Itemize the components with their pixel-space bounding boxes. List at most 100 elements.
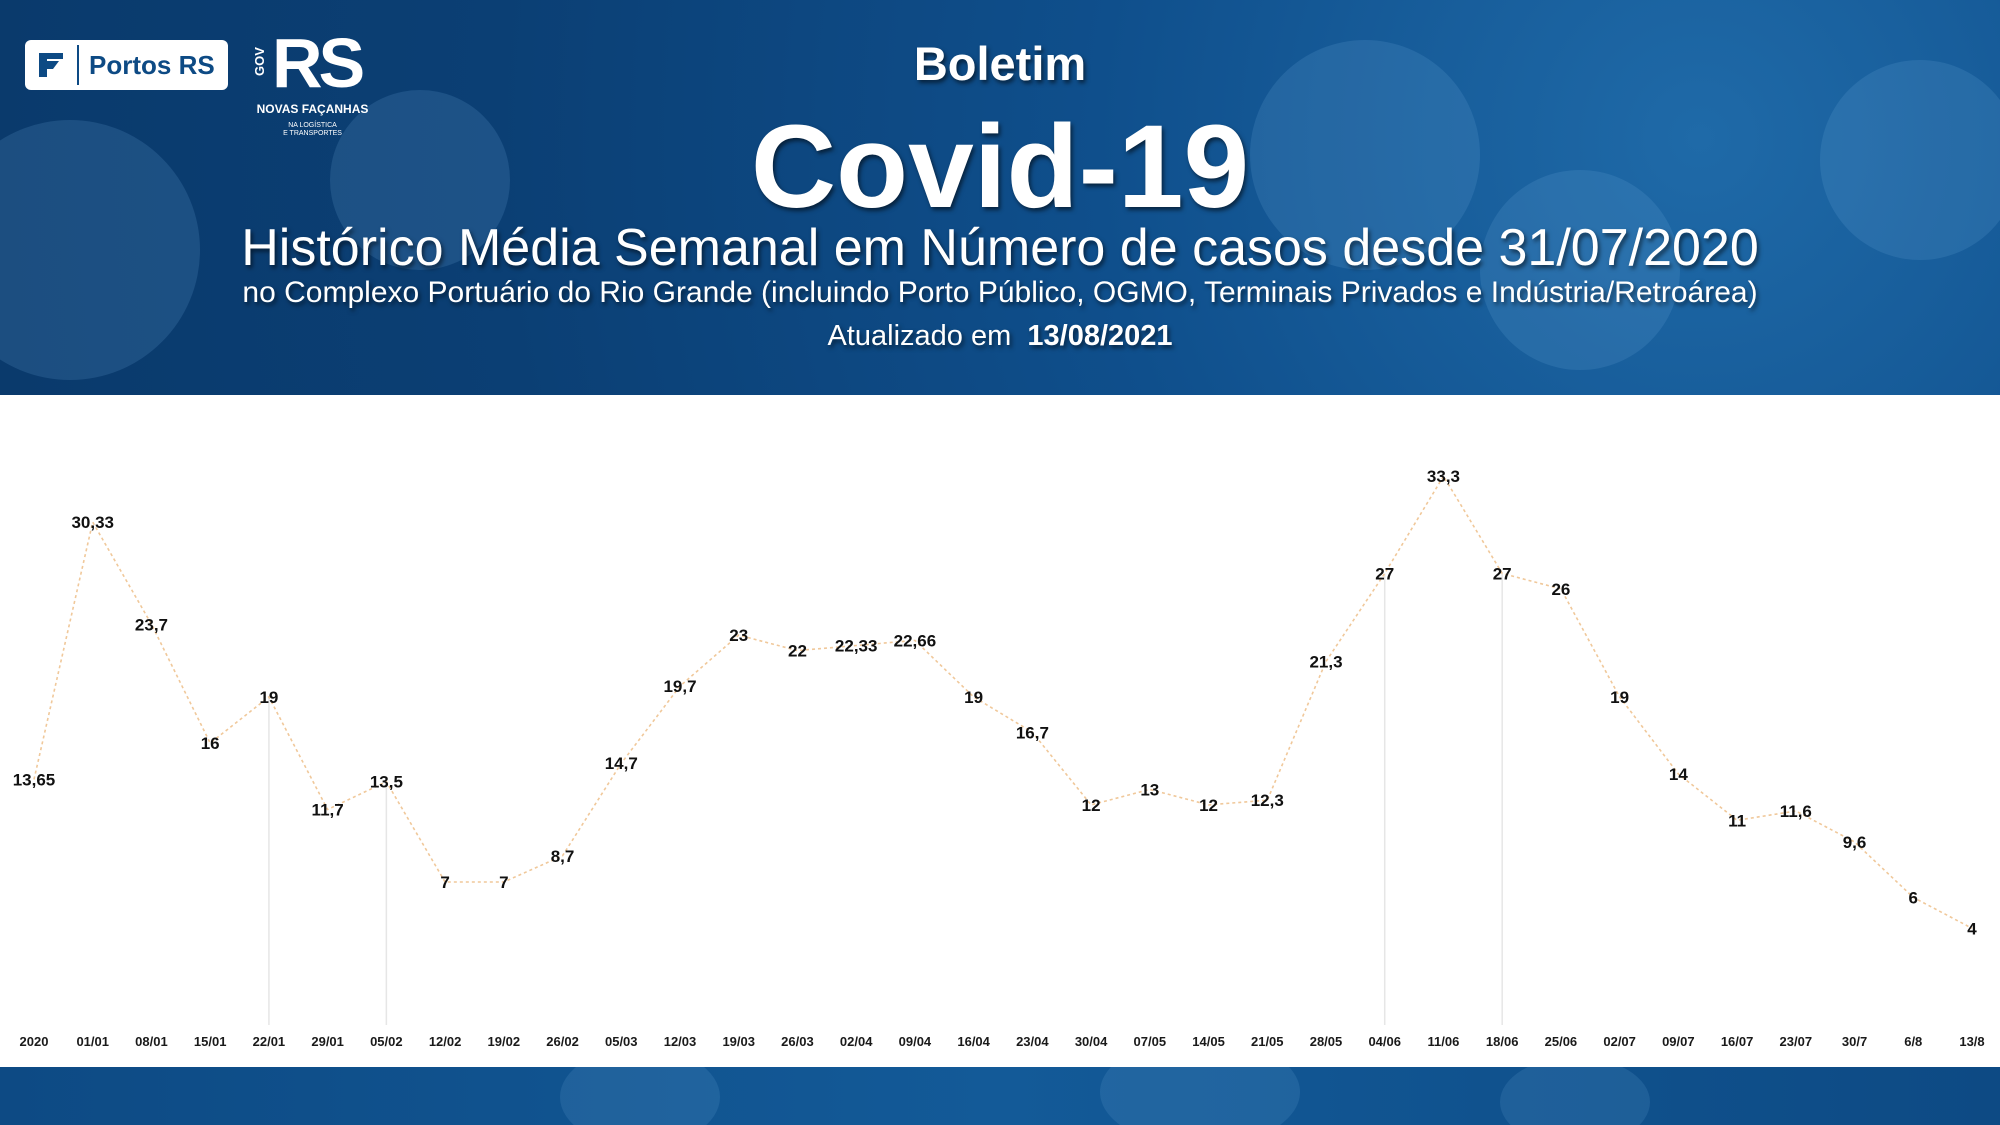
- data-label: 33,3: [1427, 467, 1460, 486]
- data-labels: 13,65 30,33 23,7 16 19 11,7 13,5 7 7 8,7 14,7 19,7 2…: [13, 467, 1978, 938]
- gov-rs-slogan-line2: E TRANSPORTES: [283, 130, 342, 137]
- x-tick-label: 19/02: [488, 1034, 521, 1049]
- x-tick-label: 26/03: [781, 1034, 814, 1049]
- data-label: 7: [499, 873, 508, 892]
- data-label: 22,66: [894, 631, 937, 650]
- x-tick-label: 07/05: [1134, 1034, 1167, 1049]
- x-tick-label: 16/07: [1721, 1034, 1754, 1049]
- x-tick-label: 08/01: [135, 1034, 168, 1049]
- data-label: 16: [201, 734, 220, 753]
- virus-background-shape: [560, 1067, 720, 1125]
- logo-separator: [77, 45, 79, 85]
- series-line: [33, 474, 1973, 930]
- x-tick-label: 12/02: [429, 1034, 462, 1049]
- x-tick-label: 6/8: [1904, 1034, 1922, 1049]
- virus-background-shape: [0, 120, 200, 380]
- x-tick-label: 09/04: [899, 1034, 932, 1049]
- x-tick-label: 19/03: [722, 1034, 755, 1049]
- x-tick-label: 22/01: [253, 1034, 286, 1049]
- data-label: 12: [1199, 796, 1218, 815]
- virus-background-shape: [330, 90, 510, 270]
- virus-background-shape: [1480, 170, 1680, 370]
- portos-rs-logo-text: Portos RS: [89, 49, 215, 80]
- x-tick-label: 05/03: [605, 1034, 638, 1049]
- data-label: 6: [1909, 888, 1918, 907]
- data-label: 14,7: [605, 754, 638, 773]
- x-tick-label: 13/8: [1959, 1034, 1984, 1049]
- data-label: 19: [259, 688, 278, 707]
- x-tick-label: 04/06: [1368, 1034, 1401, 1049]
- updated-label: Atualizado em: [827, 320, 1012, 352]
- line-chart: 13,65 30,33 23,7 16 19 11,7 13,5 7 7 8,7 14,7 19,7 2…: [13, 467, 1985, 1049]
- data-label: 22: [788, 642, 807, 661]
- gov-rs-slogan-small: NA LOGÍSTICA E TRANSPORTES: [250, 122, 375, 138]
- gov-rs-logo: GOV RS NOVAS FAÇANHAS NA LOGÍSTICA E TRA…: [250, 24, 375, 144]
- updated-date: 13/08/2021: [1027, 320, 1173, 352]
- portos-rs-logo: Portos RS: [25, 40, 228, 90]
- data-label: 30,33: [71, 513, 114, 532]
- x-tick-label: 16/04: [957, 1034, 990, 1049]
- x-tick-label: 28/05: [1310, 1034, 1343, 1049]
- series-line-group: [33, 474, 1973, 930]
- data-label: 16,7: [1016, 723, 1049, 742]
- data-label: 4: [1967, 919, 1977, 938]
- x-tick-label: 29/01: [311, 1034, 344, 1049]
- data-label: 11: [1728, 811, 1746, 830]
- data-label: 26: [1551, 580, 1570, 599]
- data-label: 19,7: [663, 677, 696, 696]
- virus-background-shape: [1250, 40, 1480, 270]
- data-label: 9,6: [1843, 833, 1867, 852]
- data-label: 23,7: [135, 615, 168, 634]
- bulletin-kicker: Boletim: [913, 37, 1087, 90]
- data-label: 22,33: [835, 636, 878, 655]
- x-tick-label: 30/04: [1075, 1034, 1108, 1049]
- data-label: 13,5: [370, 773, 403, 792]
- data-label: 13: [1140, 780, 1159, 799]
- data-label: 27: [1493, 564, 1512, 583]
- updated-line: Atualizado em 13/08/2021: [0, 318, 2000, 354]
- x-tick-label: 01/01: [76, 1034, 109, 1049]
- x-tick-label: 14/05: [1192, 1034, 1225, 1049]
- x-tick-label: 2020: [20, 1034, 49, 1049]
- x-tick-label: 23/04: [1016, 1034, 1049, 1049]
- chart-subtitle: Histórico Média Semanal em Número de cas…: [241, 219, 1759, 277]
- data-label: 19: [964, 688, 983, 707]
- data-label: 12,3: [1251, 791, 1284, 810]
- data-label: 23: [729, 626, 748, 645]
- x-tick-label: 02/07: [1603, 1034, 1636, 1049]
- data-label: 21,3: [1309, 652, 1342, 671]
- x-tick-label: 25/06: [1545, 1034, 1578, 1049]
- rs-logo-text: RS: [272, 24, 365, 102]
- footer-banner: [0, 1067, 2000, 1125]
- data-label: 13,65: [13, 770, 56, 789]
- x-tick-label: 05/02: [370, 1034, 403, 1049]
- data-label: 12: [1082, 796, 1101, 815]
- x-tick-label: 21/05: [1251, 1034, 1284, 1049]
- x-axis-tick-labels: 2020 01/01 08/01 15/01 22/01 29/01 05/02 12/02 1…: [20, 1034, 1985, 1049]
- data-label: 14: [1669, 765, 1688, 784]
- portos-rs-mark-icon: [25, 40, 77, 90]
- x-tick-label: 02/04: [840, 1034, 873, 1049]
- data-label: 8,7: [551, 847, 575, 866]
- x-tick-label: 23/07: [1780, 1034, 1813, 1049]
- x-tick-label: 15/01: [194, 1034, 227, 1049]
- data-label: 19: [1610, 688, 1629, 707]
- gov-rs-slogan-line1: NA LOGÍSTICA: [288, 122, 337, 129]
- gov-rs-slogan: NOVAS FAÇANHAS: [256, 102, 369, 116]
- x-tick-label: 12/03: [664, 1034, 697, 1049]
- x-tick-label: 11/06: [1428, 1034, 1460, 1049]
- virus-background-shape: [1500, 1067, 1650, 1125]
- x-tick-label: 26/02: [546, 1034, 579, 1049]
- drop-lines: [268, 573, 1503, 1025]
- data-label: 7: [440, 873, 449, 892]
- x-tick-label: 09/07: [1662, 1034, 1695, 1049]
- x-tick-label: 30/7: [1842, 1034, 1867, 1049]
- chart-subtitle-detail: no Complexo Portuário do Rio Grande (inc…: [242, 276, 1758, 309]
- page-title: Covid-19: [750, 101, 1250, 233]
- x-tick-label: 18/06: [1486, 1034, 1519, 1049]
- data-label: 11,7: [312, 800, 344, 819]
- data-label: 11,6: [1780, 802, 1812, 821]
- header-banner: Portos RS GOV RS NOVAS FAÇANHAS NA LOGÍS…: [0, 0, 2000, 395]
- virus-background-shape: [1820, 60, 2000, 260]
- data-label: 27: [1375, 564, 1394, 583]
